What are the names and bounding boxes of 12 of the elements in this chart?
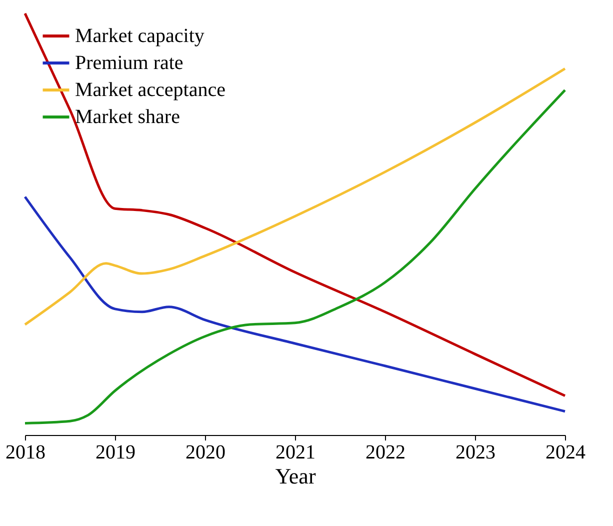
x-tick-label: 2023	[456, 442, 496, 464]
legend-label: Market share	[75, 106, 180, 128]
x-axis-title: Year	[275, 464, 316, 488]
legend-label: Market acceptance	[75, 79, 226, 101]
x-tick-label: 2021	[276, 442, 316, 464]
legend-label: Premium rate	[75, 52, 184, 74]
x-tick-label: 2022	[366, 442, 406, 464]
x-tick-label: 2020	[186, 442, 226, 464]
x-tick-label: 2024	[546, 442, 586, 464]
x-tick-label: 2019	[96, 442, 136, 464]
x-tick-label: 2018	[6, 442, 46, 464]
legend-label: Market capacity	[75, 25, 204, 47]
